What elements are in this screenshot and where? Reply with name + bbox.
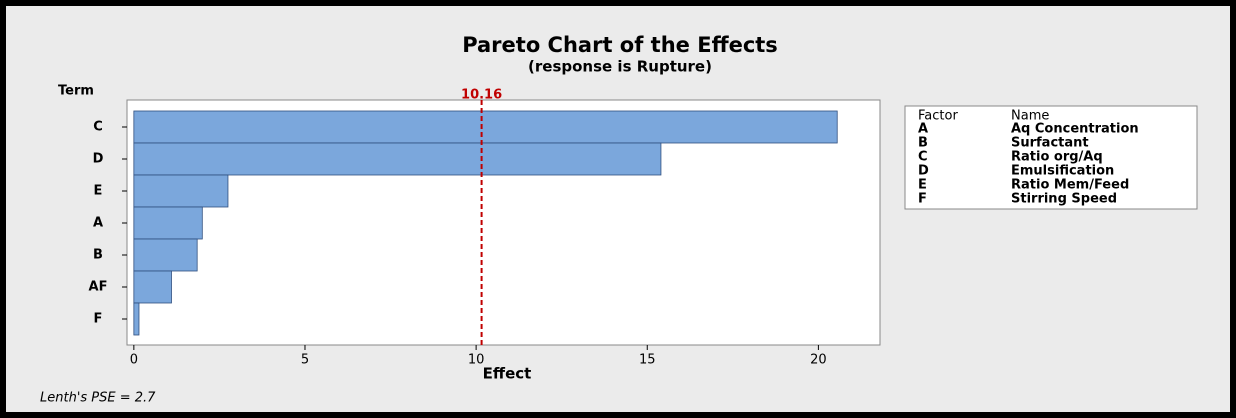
legend-name: Ratio org/Aq xyxy=(1011,150,1103,165)
x-tick-label: 20 xyxy=(810,353,827,368)
legend-header: Factor xyxy=(918,109,958,124)
legend-name: Surfactant xyxy=(1011,136,1089,151)
x-axis-label: Effect xyxy=(483,365,532,383)
y-tick-label: E xyxy=(94,184,103,199)
y-tick-label: A xyxy=(93,216,103,231)
legend-factor: C xyxy=(918,150,928,165)
chart-title: Pareto Chart of the Effects xyxy=(462,33,778,57)
y-tick-label: D xyxy=(93,152,104,167)
x-tick-label: 10 xyxy=(468,353,485,368)
legend-name: Aq Concentration xyxy=(1011,122,1139,137)
y-tick-label: F xyxy=(94,312,103,327)
legend-factor: B xyxy=(918,136,928,151)
bar xyxy=(133,270,172,304)
bar xyxy=(133,206,203,240)
bar xyxy=(133,174,229,208)
x-tick-label: 15 xyxy=(639,353,656,368)
legend-factor: A xyxy=(918,122,928,137)
y-tick-label: C xyxy=(93,120,103,135)
legend-factor: E xyxy=(918,178,927,193)
x-tick-label: 0 xyxy=(130,353,138,368)
legend-name: Emulsification xyxy=(1011,164,1114,179)
reference-label: 10.16 xyxy=(461,88,502,103)
y-tick-label: AF xyxy=(89,280,108,295)
chart-subtitle: (response is Rupture) xyxy=(528,58,712,76)
bar xyxy=(133,142,662,176)
footnote: Lenth's PSE = 2.7 xyxy=(40,391,156,406)
bar xyxy=(133,110,838,144)
bar xyxy=(133,302,140,336)
legend-header: Name xyxy=(1011,109,1049,124)
legend-factor: F xyxy=(918,192,927,207)
legend-name: Ratio Mem/Feed xyxy=(1011,178,1129,193)
y-tick-label: B xyxy=(93,248,103,263)
legend-factor: D xyxy=(918,164,929,179)
bar xyxy=(133,238,198,272)
legend-name: Stirring Speed xyxy=(1011,192,1117,207)
x-tick-label: 5 xyxy=(301,353,309,368)
y-axis-label: Term xyxy=(58,84,94,99)
legend-box xyxy=(904,105,1198,210)
